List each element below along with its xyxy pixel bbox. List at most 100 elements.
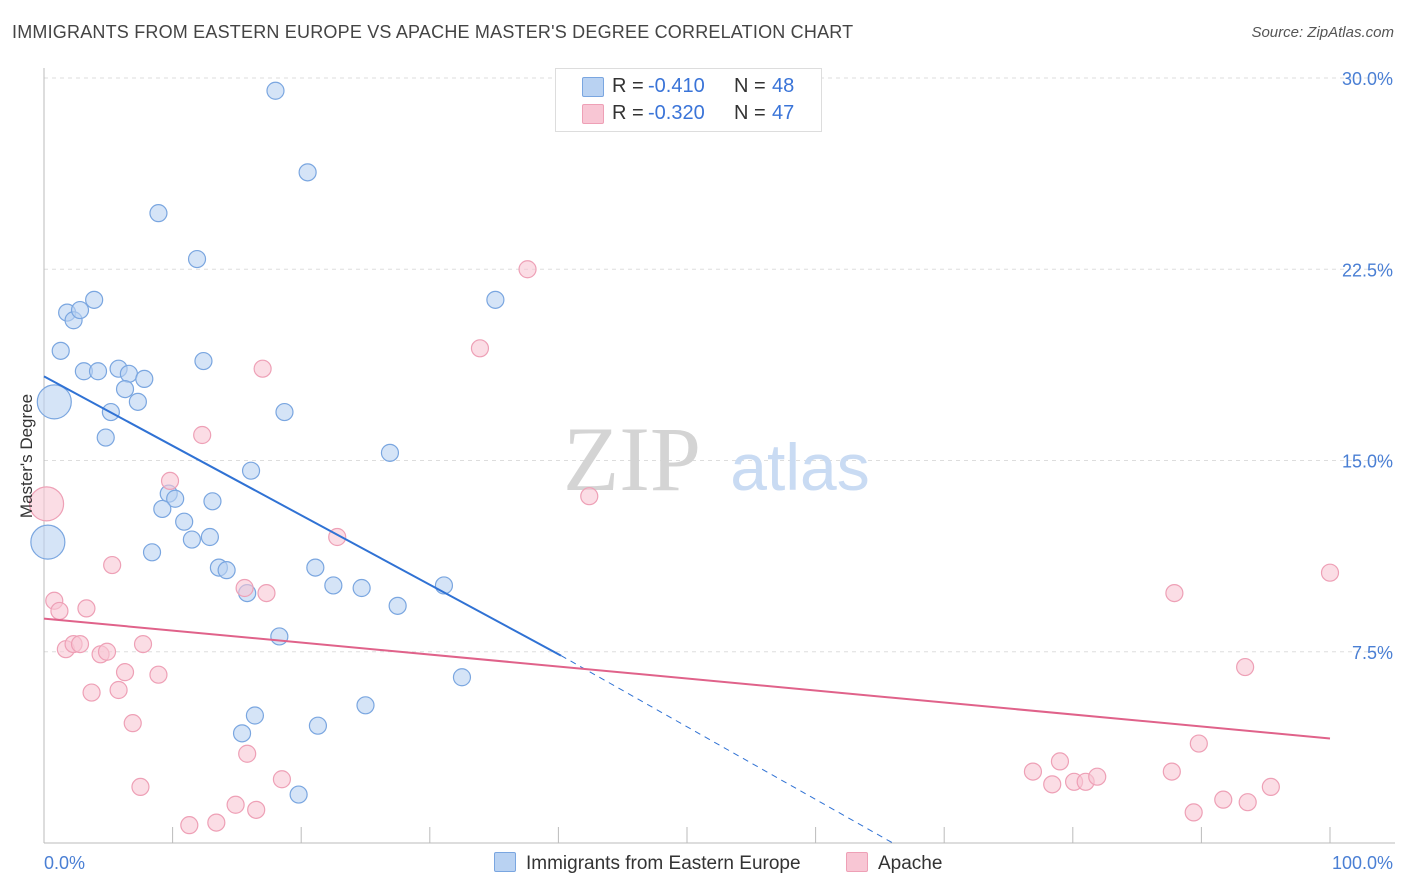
data-point-eastern-europe bbox=[289, 785, 308, 804]
data-point-eastern-europe bbox=[203, 492, 222, 511]
data-point-eastern-europe bbox=[96, 428, 115, 447]
data-point-apache bbox=[28, 486, 65, 522]
data-point-eastern-europe bbox=[275, 402, 294, 422]
series-legend-swatch-pink bbox=[846, 852, 868, 872]
series-legend-label-pink: Apache bbox=[878, 853, 943, 874]
data-point-eastern-europe bbox=[135, 369, 154, 388]
data-point-apache bbox=[160, 471, 180, 490]
legend-r-label: R = bbox=[612, 75, 644, 97]
trend-line-eastern-europe-extension bbox=[560, 655, 894, 844]
series-legend-blue: Immigrants from Eastern Europe bbox=[494, 852, 801, 875]
data-point-eastern-europe bbox=[356, 696, 375, 715]
data-point-apache bbox=[226, 795, 245, 814]
data-point-apache bbox=[115, 663, 135, 682]
series-legend-pink: Apache bbox=[846, 852, 942, 875]
trend-lines bbox=[43, 375, 1331, 844]
data-point-apache bbox=[1050, 752, 1070, 771]
legend-n-value-blue: 48 bbox=[772, 75, 795, 97]
data-point-eastern-europe bbox=[36, 384, 72, 420]
data-point-apache bbox=[149, 665, 168, 684]
data-point-apache bbox=[123, 714, 142, 733]
data-point-apache bbox=[470, 339, 490, 358]
watermark: ZIP atlas bbox=[563, 408, 870, 510]
data-point-eastern-europe bbox=[166, 489, 185, 508]
x-tick-label: 0.0% bbox=[44, 853, 85, 873]
y-axis-label: Master's Degree bbox=[17, 394, 36, 518]
data-point-apache bbox=[1214, 790, 1233, 809]
data-point-apache bbox=[1320, 563, 1340, 582]
data-point-eastern-europe bbox=[452, 668, 472, 687]
legend-swatch-blue bbox=[582, 77, 604, 97]
data-point-apache bbox=[1088, 767, 1107, 786]
data-point-apache bbox=[131, 777, 150, 797]
data-point-eastern-europe bbox=[119, 364, 138, 383]
y-tick-label: 15.0% bbox=[1342, 452, 1393, 472]
data-point-eastern-europe bbox=[486, 290, 505, 309]
data-point-eastern-europe bbox=[115, 380, 135, 399]
data-point-eastern-europe bbox=[187, 249, 207, 269]
series-legend-label-blue: Immigrants from Eastern Europe bbox=[526, 853, 801, 874]
data-point-eastern-europe bbox=[388, 596, 407, 615]
trend-line-apache bbox=[43, 617, 1331, 740]
data-point-eastern-europe bbox=[85, 290, 104, 309]
data-point-eastern-europe bbox=[245, 706, 265, 725]
data-point-eastern-europe bbox=[30, 524, 66, 560]
data-point-eastern-europe bbox=[149, 204, 168, 223]
series-blue-points bbox=[30, 81, 505, 804]
data-point-eastern-europe bbox=[70, 300, 90, 320]
axes bbox=[43, 68, 1395, 844]
data-point-apache bbox=[109, 680, 128, 700]
data-point-apache bbox=[133, 634, 153, 654]
y-tick-label: 7.5% bbox=[1352, 643, 1393, 663]
data-point-apache bbox=[1261, 777, 1280, 797]
data-point-eastern-europe bbox=[306, 558, 325, 577]
data-point-apache bbox=[253, 359, 272, 378]
data-point-apache bbox=[1184, 803, 1203, 822]
data-point-eastern-europe bbox=[153, 499, 172, 519]
watermark-atlas: atlas bbox=[730, 430, 869, 504]
trend-line-eastern-europe bbox=[43, 375, 562, 657]
data-point-eastern-europe bbox=[232, 724, 252, 743]
legend-n-value-pink: 47 bbox=[772, 102, 795, 124]
data-point-apache bbox=[180, 816, 199, 835]
data-point-apache bbox=[207, 813, 226, 832]
x-tick-label: 100.0% bbox=[1332, 853, 1393, 873]
legend-swatch-pink bbox=[582, 104, 604, 124]
series-pink-points bbox=[28, 260, 1340, 835]
grid-lines bbox=[44, 77, 1395, 653]
data-point-eastern-europe bbox=[194, 351, 213, 371]
legend-r-value-blue: -0.410 bbox=[648, 75, 705, 97]
legend-n-label: N = bbox=[734, 75, 766, 97]
data-point-apache bbox=[103, 555, 122, 575]
data-point-eastern-europe bbox=[142, 543, 162, 562]
data-point-eastern-europe bbox=[266, 81, 285, 100]
data-point-apache bbox=[1162, 762, 1181, 781]
tick-labels: 7.5% 15.0% 22.5% 30.0% 0.0% 100.0% bbox=[44, 69, 1393, 873]
data-point-apache bbox=[1238, 793, 1257, 812]
data-point-apache bbox=[70, 634, 90, 654]
chart-title: IMMIGRANTS FROM EASTERN EUROPE VS APACHE… bbox=[12, 22, 854, 42]
data-point-apache bbox=[1236, 657, 1255, 677]
data-point-apache bbox=[580, 487, 599, 506]
data-point-eastern-europe bbox=[51, 341, 70, 360]
legend-n-label: N = bbox=[734, 102, 766, 124]
stats-legend: R = -0.410 N = 48 R = -0.320 N = 47 bbox=[555, 68, 822, 132]
data-point-eastern-europe bbox=[380, 443, 400, 462]
data-point-apache bbox=[238, 744, 257, 763]
data-point-apache bbox=[1043, 775, 1062, 794]
data-point-apache bbox=[1023, 762, 1043, 781]
data-point-eastern-europe bbox=[352, 578, 371, 598]
data-point-apache bbox=[257, 583, 276, 603]
data-point-apache bbox=[1189, 734, 1208, 753]
legend-r-value-pink: -0.320 bbox=[648, 102, 705, 124]
data-point-eastern-europe bbox=[217, 561, 236, 580]
data-point-apache bbox=[77, 599, 96, 618]
source-label: Source: ZipAtlas.com bbox=[1251, 24, 1394, 41]
data-point-eastern-europe bbox=[241, 461, 261, 480]
data-point-eastern-europe bbox=[324, 576, 343, 595]
legend-r-label: R = bbox=[612, 102, 644, 124]
data-point-apache bbox=[1165, 583, 1184, 603]
data-point-apache bbox=[97, 642, 117, 661]
data-point-eastern-europe bbox=[175, 512, 194, 531]
